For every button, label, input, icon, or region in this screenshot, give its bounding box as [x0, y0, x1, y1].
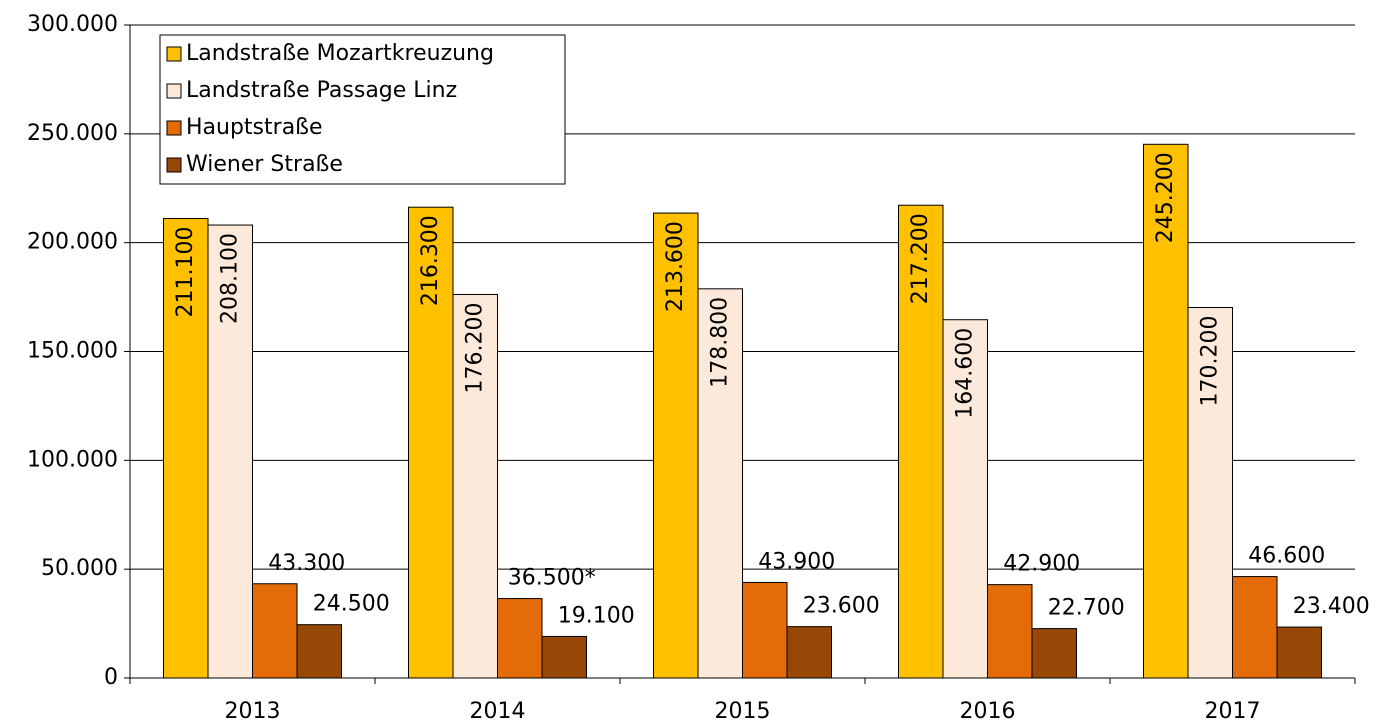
bar: [942, 319, 988, 679]
bar: [697, 288, 743, 679]
bar: [163, 218, 209, 679]
data-label: 178.800: [707, 297, 732, 388]
bar: [452, 293, 498, 679]
y-tick-label: 300.000: [27, 12, 118, 37]
y-tick-label: 100.000: [27, 447, 118, 472]
x-tick-label: 2017: [1205, 699, 1261, 724]
legend-swatch: [166, 46, 182, 62]
y-tick-label: 50.000: [41, 556, 118, 581]
data-label: 211.100: [173, 227, 198, 318]
legend-label: Landstraße Passage Linz: [186, 78, 457, 103]
bar: [1187, 307, 1233, 679]
data-label: 208.100: [217, 233, 242, 324]
data-label: 42.900: [1003, 552, 1080, 577]
data-label: 22.700: [1048, 596, 1125, 621]
bar: [653, 212, 699, 679]
bar: [1143, 143, 1189, 679]
bar: [898, 204, 944, 679]
bar: [742, 581, 788, 679]
bar: [1232, 576, 1278, 679]
data-label: 216.300: [418, 215, 443, 306]
data-label: 19.100: [558, 603, 635, 628]
bar: [497, 598, 543, 679]
data-label: 245.200: [1153, 152, 1178, 243]
x-tick-label: 2016: [960, 699, 1016, 724]
legend-swatch: [166, 83, 182, 99]
legend-swatch: [166, 120, 182, 136]
bar: [408, 206, 454, 679]
x-tick-label: 2014: [470, 699, 526, 724]
data-label: 24.500: [313, 592, 390, 617]
bar: [987, 584, 1033, 679]
legend-label: Landstraße Mozartkreuzung: [186, 41, 494, 66]
x-tick-label: 2015: [715, 699, 771, 724]
legend-label: Wiener Straße: [186, 152, 343, 177]
data-label: 43.300: [268, 551, 345, 576]
data-label: 217.200: [908, 213, 933, 304]
y-tick-label: 0: [104, 665, 118, 690]
y-tick-label: 250.000: [27, 121, 118, 146]
bar: [541, 635, 587, 679]
bar: [207, 224, 253, 679]
y-tick-label: 150.000: [27, 339, 118, 364]
legend-label: Hauptstraße: [186, 115, 323, 140]
bar: [1031, 628, 1077, 679]
data-label: 36.500*: [508, 566, 596, 591]
data-label: 43.900: [758, 549, 835, 574]
legend-swatch: [166, 157, 182, 173]
x-tick-label: 2013: [225, 699, 281, 724]
legend-box: [159, 34, 566, 185]
data-label: 164.600: [952, 328, 977, 419]
bar: [786, 626, 832, 679]
data-label: 170.200: [1197, 316, 1222, 407]
data-label: 23.600: [803, 594, 880, 619]
data-label: 23.400: [1293, 594, 1370, 619]
bar: [296, 624, 342, 679]
data-label: 46.600: [1248, 544, 1325, 569]
bar: [252, 583, 298, 679]
data-label: 213.600: [663, 221, 688, 312]
data-label: 176.200: [462, 302, 487, 393]
bar: [1276, 626, 1322, 679]
y-tick-label: 200.000: [27, 230, 118, 255]
